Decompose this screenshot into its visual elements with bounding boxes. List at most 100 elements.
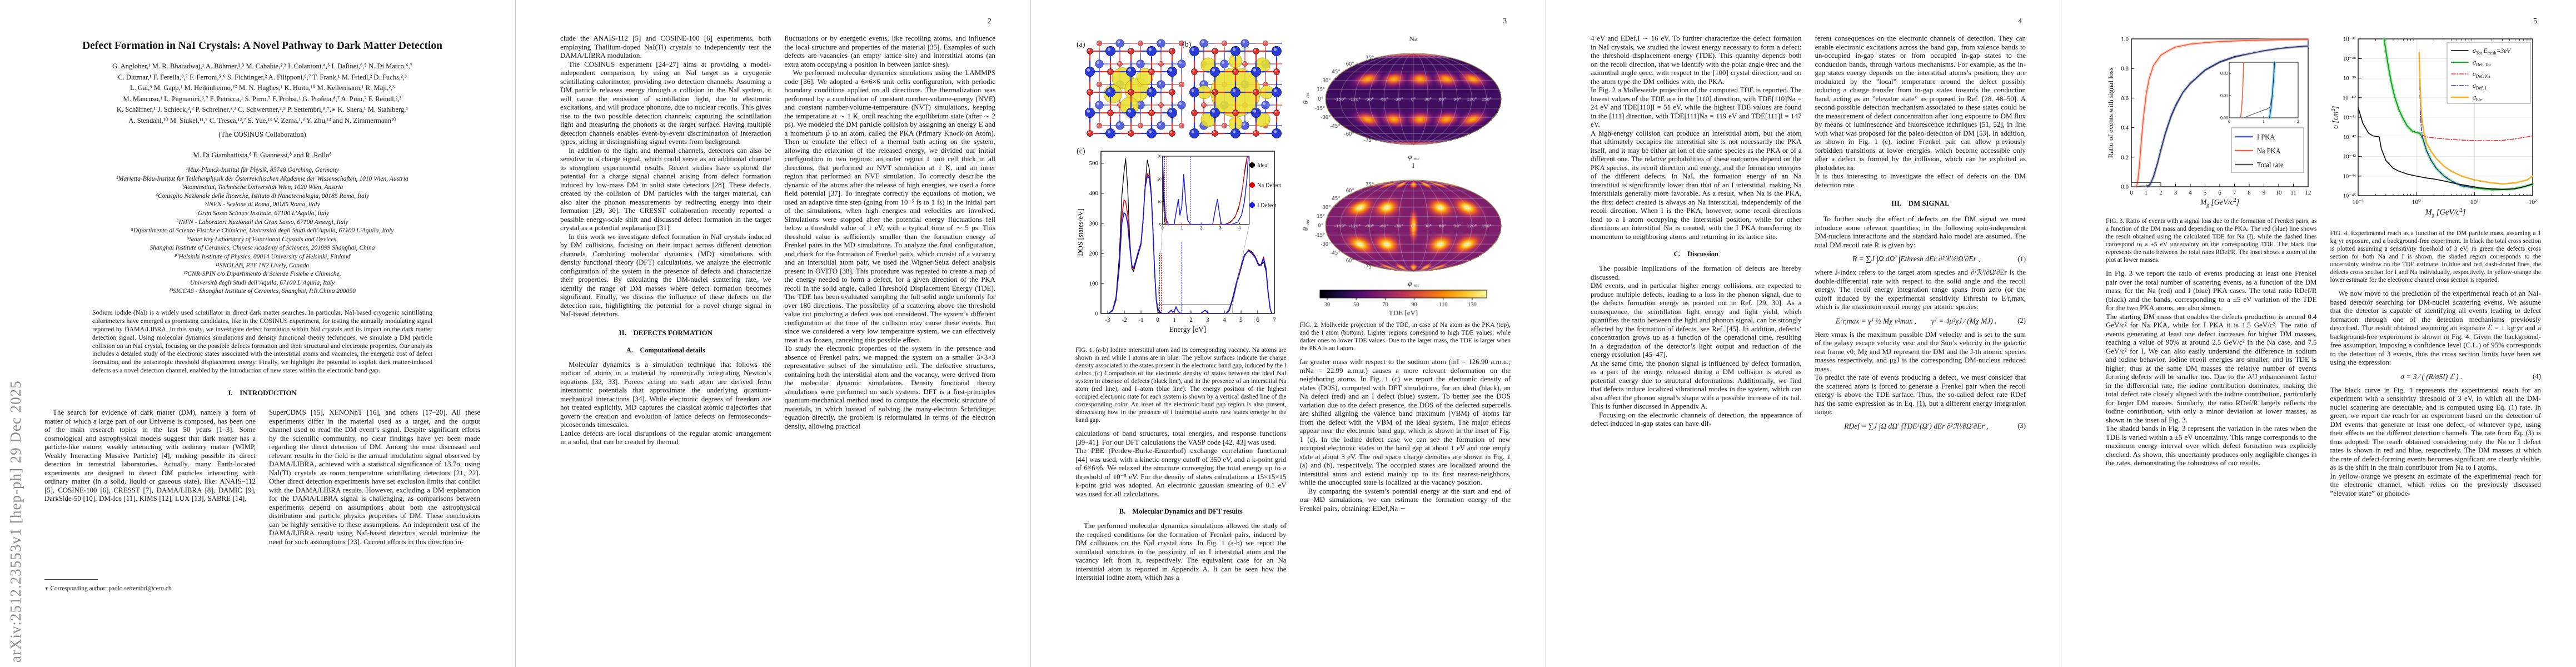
paragraph: The possible implications of the formati… — [1591, 265, 1802, 281]
page4-column-1: 4 eV and EDef,I ∼ 16 eV. To further char… — [1591, 34, 1802, 436]
paragraph: In Fig. 3 we report the ratio of events … — [2106, 270, 2317, 312]
svg-text:0.02: 0.02 — [2220, 71, 2228, 76]
paragraph: It is thus interesting to investigate th… — [1815, 172, 2026, 189]
svg-text:3: 3 — [1206, 317, 1209, 323]
paragraph: To predict the rate of events producing … — [1815, 374, 2026, 416]
paragraph: Focusing on the electronic channels of d… — [1591, 411, 1802, 428]
fig2-colorbar — [1299, 288, 1507, 317]
svg-text:6: 6 — [2218, 190, 2221, 196]
paragraph: 4 eV and EDef,I ∼ 16 eV. To further char… — [1591, 34, 1802, 86]
svg-text:0.0: 0.0 — [2121, 184, 2129, 191]
page3-col1-text: calculations of band structures, total e… — [1075, 430, 1287, 583]
paragraph: In this work we investigate defect forma… — [560, 232, 771, 318]
svg-text:12: 12 — [2305, 190, 2311, 196]
svg-text:0.8: 0.8 — [2121, 66, 2129, 72]
svg-text:0: 0 — [2130, 190, 2133, 196]
svg-text:10⁻⁴⁴: 10⁻⁴⁴ — [2343, 173, 2356, 180]
svg-text:3: 3 — [1219, 226, 1222, 231]
paragraph: The performed molecular dynamics simulat… — [1075, 522, 1287, 581]
paragraph: Lattice defects are local disruptions of… — [560, 429, 771, 446]
svg-text:500: 500 — [1089, 160, 1099, 167]
paragraph: To further study the effect of defects o… — [1815, 215, 2026, 249]
svg-text:10⁻⁴³: 10⁻⁴³ — [2343, 154, 2356, 160]
figure-2: FIG. 2. Mollweide projection of the TDE,… — [1299, 34, 1511, 352]
author-list: G. Angloher,¹ M. R. Bharadwaj,¹ A. Böhme… — [44, 61, 480, 126]
page2-column-2: fluctuations or by energetic events, lik… — [785, 34, 996, 447]
svg-text:0.01: 0.01 — [2220, 93, 2228, 98]
figure-4: 10⁻¹ 10⁰ 10¹ 10² 10⁻⁴⁵ 10⁻⁴⁴ 10⁻⁴³ 10⁻⁴² 10⁻⁴¹ 10… — [2330, 34, 2542, 284]
paragraph: In Fig. 2 a Molleweide projection of the… — [1591, 86, 1802, 128]
equation-body: R = ∑J ∫Ω dΩ′ ∫Ethresh dEr ∂²ℛᴶ∕∂Ω′∂Er , — [1852, 255, 1980, 263]
svg-text:10²: 10² — [2528, 199, 2537, 206]
svg-text:100: 100 — [1089, 280, 1099, 287]
figure-2-caption: FIG. 2. Mollweide projection of the TDE,… — [1299, 322, 1511, 352]
svg-text:0.2: 0.2 — [2121, 154, 2129, 161]
figure-1: (a) (b) (c) -3 -2 -1 0 1 2 3 4 5 6 7 0 100 200 300 400 500 E… — [1075, 34, 1291, 424]
svg-text:7: 7 — [1273, 317, 1276, 323]
text-line: ²Marietta-Blau-Institut für Teilchenphys… — [116, 175, 408, 182]
fig2-na-mollweide-map — [1299, 34, 1507, 161]
footnote: ∗ Corresponding author: paolo.settembri@… — [44, 579, 251, 592]
svg-text:0.6: 0.6 — [2121, 95, 2129, 102]
svg-text:Ideal: Ideal — [1257, 163, 1269, 169]
page4-column-2: ferent consequences on the electronic ch… — [1815, 34, 2026, 436]
svg-text:5: 5 — [1239, 317, 1243, 323]
section-heading: III. DM SIGNAL — [1891, 200, 1950, 207]
paragraph: We now move to the prediction of the exp… — [2330, 290, 2542, 366]
page5-column-2: 10⁻¹ 10⁰ 10¹ 10² 10⁻⁴⁵ 10⁻⁴⁴ 10⁻⁴³ 10⁻⁴² 10⁻⁴¹ 10… — [2330, 34, 2542, 498]
svg-text:σDef, I: σDef, I — [2473, 83, 2487, 91]
paragraph: A high-energy collision can produce an i… — [1591, 129, 1802, 241]
equation-body: Eᴶr,max = γᴶ ½ Mχ v²max , γᴶ = 4μ²χJ ∕ (… — [1835, 316, 1997, 325]
section-heading: B. Molecular Dynamics and DFT results — [1119, 507, 1243, 515]
paragraph: Molecular dynamics is a simulation techn… — [560, 360, 771, 429]
equation-number: (1) — [2017, 255, 2026, 263]
svg-text:2: 2 — [1200, 226, 1202, 231]
page-2: 2 clude the ANAIS-112 [5] and COSINE-100… — [515, 0, 1030, 667]
paragraph: clude the ANAIS-112 [5] and COSINE-100 [… — [560, 34, 771, 59]
svg-text:7: 7 — [2233, 190, 2236, 196]
svg-text:10⁰: 10⁰ — [2411, 199, 2421, 206]
svg-text:400: 400 — [1089, 190, 1099, 197]
svg-text:(b): (b) — [1182, 41, 1192, 49]
arxiv-id-text: arXiv:2512.23553v1 [hep-ph] 29 Dec 2025 — [7, 380, 24, 663]
svg-text:6: 6 — [1256, 317, 1259, 323]
paragraph: In yellow-orange we present an estimate … — [2330, 472, 2542, 497]
equation-body: σ = 3 ∕ ( (R/σSI) ℰ ) . — [2400, 372, 2463, 381]
secondary-author-list: M. Di Giambattista,⁸ F. Giannessi,⁸ and … — [193, 151, 332, 159]
svg-text:1: 1 — [2145, 190, 2148, 196]
paragraph: far greater mass with respect to the sod… — [1299, 358, 1511, 486]
svg-text:11: 11 — [2290, 190, 2296, 196]
svg-text:Na PKA: Na PKA — [2257, 147, 2281, 155]
paragraph: DM events, and in particular higher ener… — [1591, 282, 1802, 359]
equation: Eᴶr,max = γᴶ ½ Mχ v²max , γᴶ = 4μ²χJ ∕ (… — [1815, 317, 2026, 326]
paragraph: The PBE (Perdew-Burke-Ernzerhof) exchang… — [1075, 447, 1287, 498]
text-line: ⁹State Key Laboratory of Functional Crys… — [187, 236, 338, 243]
paragraph: calculations of band structures, total e… — [1075, 430, 1287, 446]
svg-text:30: 30 — [1157, 154, 1162, 159]
paragraph: fluctuations or by energetic events, lik… — [784, 34, 996, 68]
text-line: ¹³SICCAS - Shanghai Institute of Ceramic… — [169, 288, 356, 295]
svg-text:8: 8 — [2248, 190, 2251, 196]
section-heading: A. Computational details — [626, 346, 705, 354]
svg-text:10⁻³⁷: 10⁻³⁷ — [2343, 37, 2356, 43]
svg-text:10⁻⁴²: 10⁻⁴² — [2343, 135, 2356, 141]
svg-text:4: 4 — [2189, 190, 2192, 196]
figure-3-caption: FIG. 3. Ratio of events with a signal lo… — [2106, 218, 2317, 263]
text-line: ⁴Consiglio Nazionale delle Ricerche, Ist… — [155, 192, 370, 200]
equation: RDef = ∑J ∫Ω dΩ′ ∫TDEᴶ(Ω′) dEr ∂²ℛᴶ∕∂Ω′∂… — [1815, 422, 2026, 431]
svg-text:200: 200 — [1089, 250, 1099, 257]
footnote-rule — [44, 579, 98, 580]
text-line: A. Stendahl,¹⁰ M. Stukel,¹¹,⁷ C. Tresca,… — [128, 116, 396, 125]
text-line: ¹¹SNOLAB, P3Y 1N2 Lively, Canada — [215, 262, 310, 269]
svg-text:Energy [eV]: Energy [eV] — [1169, 325, 1207, 334]
svg-text:I Defect: I Defect — [1257, 203, 1276, 209]
page5-col1-text: In Fig. 3 we report the ratio of events … — [2106, 270, 2317, 468]
svg-text:9: 9 — [2263, 190, 2266, 196]
section-heading-introduction: I. INTRODUCTION — [228, 389, 297, 397]
svg-text:Na Defect: Na Defect — [1257, 183, 1281, 189]
text-line: M. Mancuso,¹ L. Pagnanini,⁶,⁷ F. Petricc… — [123, 94, 402, 103]
page-number: 3 — [1503, 17, 1507, 25]
abstract: Sodium iodide (NaI) is a widely used sci… — [92, 308, 432, 375]
svg-text:0.4: 0.4 — [2121, 125, 2129, 131]
